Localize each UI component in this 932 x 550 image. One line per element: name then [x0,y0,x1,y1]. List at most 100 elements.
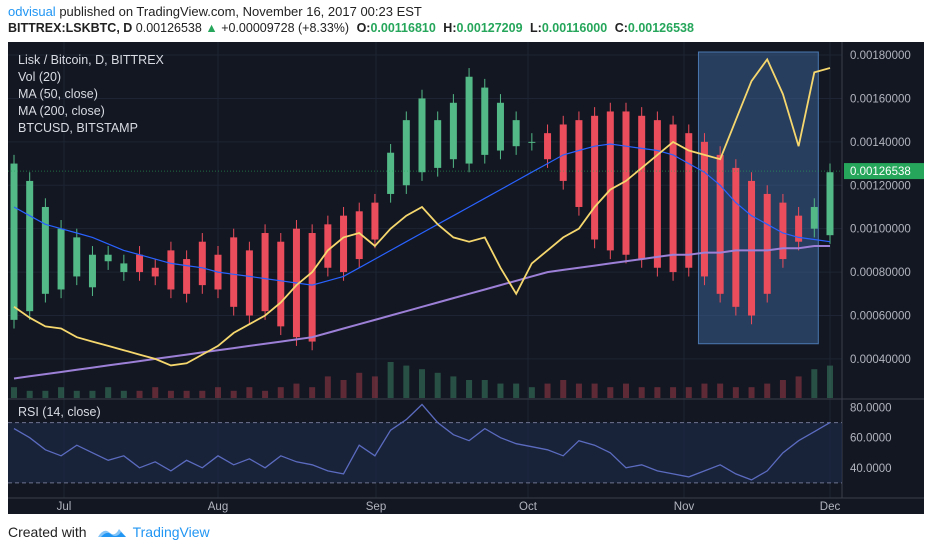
candle [481,78,489,164]
volume-bar [764,383,771,398]
ohlc-line: BITTREX:LSKBTC, D 0.00126538 ▲ +0.000097… [8,21,694,35]
candle [371,193,379,249]
candle [512,111,520,155]
candle [230,228,238,316]
candle [732,159,740,316]
candle [245,241,253,325]
legend-item: Vol (20) [18,70,61,84]
volume-bar [340,380,347,398]
volume-bar [685,387,692,398]
candle [528,133,536,151]
candle [167,241,175,299]
candle [324,215,332,277]
volume-bar [575,383,582,398]
volume-bar [513,383,520,398]
volume-bar [120,390,127,398]
tradingview-logo-icon [97,529,126,537]
volume-bar [371,376,378,398]
candle [151,259,159,286]
rsi-label: RSI (14, close) [18,405,101,419]
volume-bar [403,365,410,398]
rsi-band [8,422,842,483]
time-axis[interactable]: Jul Aug Sep Oct Nov Dec [57,501,841,513]
volume-bar [623,383,629,398]
y-tick-label: 0.00120000 [850,180,911,192]
volume-bar [450,376,457,398]
candle [41,198,49,303]
y-tick-label: 0.00080000 [850,267,911,279]
price-axis[interactable]: 0.00180000 0.00160000 0.00140000 0.00120000… [8,50,924,366]
candle [449,94,457,168]
highlight-box [697,51,819,345]
candle [700,133,708,286]
volume-bar [748,387,755,398]
x-tick-label: Oct [519,501,538,513]
volume-bars [11,362,833,398]
rsi-tick-label: 60.0000 [850,433,892,445]
candle [763,185,771,303]
candle [10,154,18,329]
candle [73,228,81,286]
y-tick-label: 0.00160000 [850,93,911,105]
volume-bar [654,387,661,398]
change-value: +0.00009728 (+8.33%) [221,21,350,35]
volume-bar [591,383,598,398]
price-chart[interactable]: Lisk / Bitcoin, D, BITTREX Vol (20) MA (50… [8,42,924,514]
author-link[interactable]: odvisual [8,4,56,19]
candle [653,111,661,277]
candle [308,224,316,351]
candle [559,115,567,190]
volume-bar [466,380,473,398]
volume-bar [497,383,504,398]
volume-bar [827,365,833,398]
btcusd-line [13,57,831,367]
candle [57,220,65,299]
volume-bar [779,380,786,398]
y-tick-label: 0.00180000 [850,50,911,62]
candle [418,89,426,181]
volume-bar [105,387,112,398]
candle [810,198,818,238]
high-label: H: [443,21,457,35]
candle [183,250,191,303]
volume-bar [262,390,269,398]
volume-bar [717,383,724,398]
candle [669,115,677,281]
volume-bar [136,390,143,398]
ma50-line [13,143,831,286]
legend: Lisk / Bitcoin, D, BITTREX Vol (20) MA (50… [18,53,165,135]
volume-bar [230,390,237,398]
candle [575,111,583,216]
volume-bar [73,390,80,398]
tradingview-link[interactable]: TradingView [132,524,210,540]
volume-bar [560,380,567,398]
close-label: C: [614,21,628,35]
y-tick-label: 0.00040000 [850,354,911,366]
x-tick-label: Jul [57,501,72,513]
footer: Created with TradingView [8,524,210,540]
x-tick-label: Dec [820,501,841,513]
volume-bar [42,390,49,398]
candle [120,254,128,281]
volume-bar [89,390,96,398]
rsi-tick-label: 40.0000 [850,463,892,475]
legend-item: BTCUSD, BITSTAMP [18,121,138,135]
candle [496,94,504,160]
volume-bar [309,387,316,398]
candles [10,68,834,351]
last-price-value: 0.00126538 [135,21,202,35]
candle [716,146,724,303]
volume-bar [246,387,253,398]
x-tick-label: Nov [674,501,695,513]
low-label: L: [530,21,542,35]
open-value: 0.00116810 [370,21,436,35]
high-value: 0.00127209 [456,21,523,35]
candle [26,172,34,320]
published-text: published on TradingView.com, November 1… [59,4,422,19]
candle [795,206,803,251]
last-price-tag-label: 0.00126538 [850,166,911,178]
rsi-pane: RSI (14, close) 80.0000 60.0000 40.0000 [8,403,892,484]
volume-bar [215,387,221,398]
candle [340,206,348,281]
ma200-line [13,245,830,380]
